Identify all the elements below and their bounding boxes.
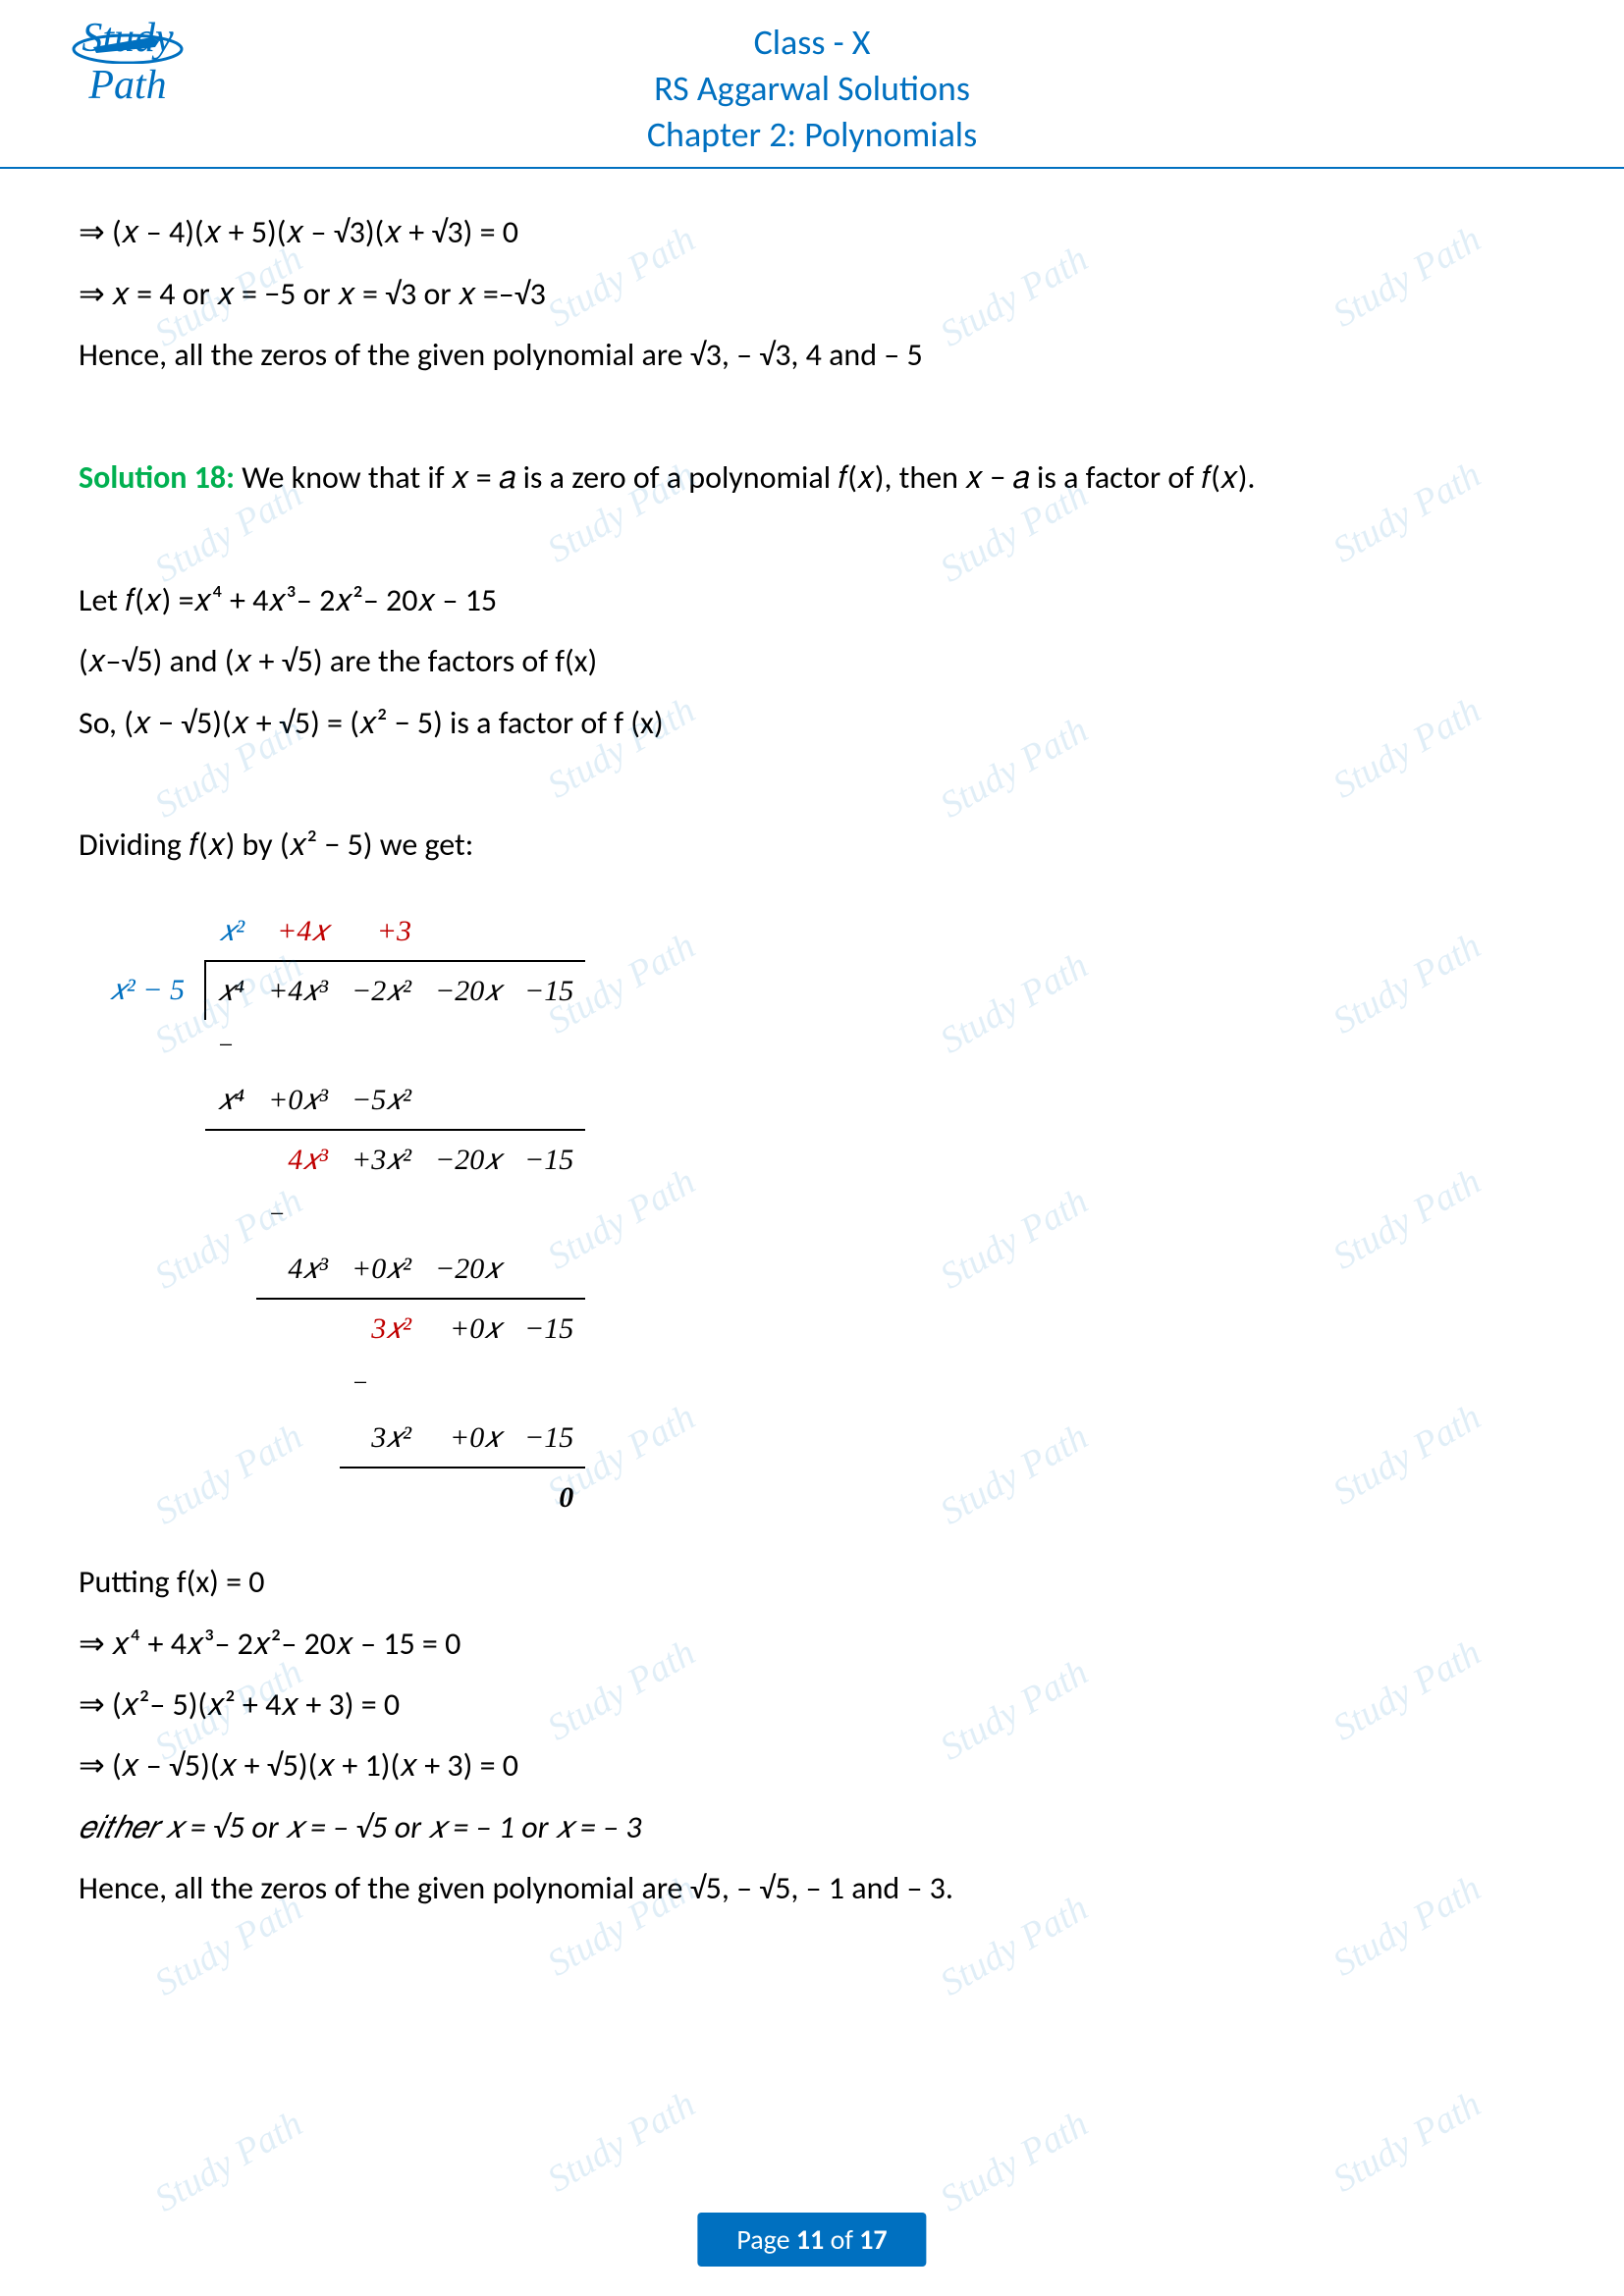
remainder: 0	[513, 1468, 585, 1526]
sub-term: 3𝑥²	[340, 1409, 423, 1468]
result-term: −15	[513, 1130, 585, 1189]
divisor: 𝑥² − 5	[98, 961, 205, 1020]
text-line: Hence, all the zeros of the given polyno…	[79, 329, 1545, 382]
of-label: of	[824, 2222, 859, 2257]
equation-line: ⇒ 𝑥⁴ + 4𝑥³– 2𝑥²– 20𝑥 – 15 = 0	[79, 1618, 1545, 1671]
dividend-term: +4𝑥³	[256, 961, 340, 1020]
result-term: −15	[513, 1299, 585, 1358]
equation-line: ⇒ 𝑥 = 4 or 𝑥 = −5 or 𝑥 = √3 or 𝑥 =–√3	[79, 268, 1545, 321]
result-term: −20𝑥	[423, 1130, 513, 1189]
book-title: RS Aggarwal Solutions	[0, 66, 1624, 112]
either-line: 𝑒𝑖𝑡ℎ𝑒𝑟 𝑥 = √5 or 𝑥 = – √5 or 𝑥 = – 1 or …	[79, 1801, 1545, 1854]
pencil-icon	[69, 20, 187, 64]
dividend-term: 𝑥⁴	[205, 961, 256, 1020]
result-term: 4𝑥³	[256, 1130, 340, 1189]
putting-line: Putting f(x) = 0	[79, 1556, 1545, 1609]
watermark: Study Path	[147, 2103, 310, 2221]
solution-label: Solution 18:	[79, 458, 235, 497]
dividend-term: −15	[513, 961, 585, 1020]
equation-line: ⇒ (𝑥 – 4)(𝑥 + 5)(𝑥 – √3)(𝑥 + √3) = 0	[79, 206, 1545, 259]
result-term: +3𝑥²	[340, 1130, 423, 1189]
sub-term: −20𝑥	[423, 1240, 513, 1299]
class-title: Class - X	[0, 20, 1624, 66]
page-header: Study Path Class - X RS Aggarwal Solutio…	[0, 0, 1624, 169]
logo: Study Path	[39, 15, 216, 103]
division-table: 𝑥² +4𝑥 +3 𝑥² − 5 𝑥⁴ +4𝑥³ −2𝑥² −20𝑥 −15 −…	[98, 902, 585, 1527]
sub-term: 𝑥⁴	[205, 1071, 256, 1130]
equation-line: ⇒ (𝑥 – √5)(𝑥 + √5)(𝑥 + 1)(𝑥 + 3) = 0	[79, 1739, 1545, 1792]
watermark: Study Path	[933, 2103, 1096, 2221]
quotient-term: +4𝑥	[256, 902, 340, 961]
watermark: Study Path	[540, 2083, 703, 2202]
hence-line: Hence, all the zeros of the given polyno…	[79, 1862, 1545, 1915]
dividend-term: −20𝑥	[423, 961, 513, 1020]
minus-sign: −	[256, 1189, 340, 1240]
sub-term: +0𝑥³	[256, 1071, 340, 1130]
total-pages: 17	[859, 2222, 887, 2257]
equation-line: ⇒ (𝑥²– 5)(𝑥² + 4𝑥 + 3) = 0	[79, 1679, 1545, 1732]
so-line: So, (𝑥 − √5)(𝑥 + √5) = (𝑥² − 5) is a fac…	[79, 697, 1545, 750]
dividend-term: −2𝑥²	[340, 961, 423, 1020]
sub-term: −15	[513, 1409, 585, 1468]
page-number: 11	[796, 2222, 824, 2257]
solution-block: Solution 18: We know that if 𝑥 = 𝑎 is a …	[79, 452, 1545, 505]
content-area: ⇒ (𝑥 – 4)(𝑥 + 5)(𝑥 – √3)(𝑥 + √3) = 0 ⇒ 𝑥…	[0, 169, 1624, 1915]
long-division: 𝑥² +4𝑥 +3 𝑥² − 5 𝑥⁴ +4𝑥³ −2𝑥² −20𝑥 −15 −…	[79, 892, 785, 1537]
minus-sign: −	[205, 1020, 256, 1071]
dividing-line: Dividing 𝑓(𝑥) by (𝑥² − 5) we get:	[79, 819, 1545, 872]
sub-term: 4𝑥³	[256, 1240, 340, 1299]
watermark: Study Path	[1326, 2083, 1489, 2202]
quotient-term: 𝑥²	[205, 902, 256, 961]
page-footer: Page 11 of 17	[697, 2213, 926, 2267]
sub-term: −5𝑥²	[340, 1071, 423, 1130]
let-line: Let 𝑓(𝑥) =𝑥⁴ + 4𝑥³– 2𝑥²– 20𝑥 – 15	[79, 574, 1545, 627]
factors-line: (𝑥–√5) and (𝑥 + √5) are the factors of f…	[79, 635, 1545, 688]
page-label: Page	[736, 2222, 795, 2257]
quotient-term: +3	[340, 902, 423, 961]
sub-term: +0𝑥	[423, 1409, 513, 1468]
sub-term: +0𝑥²	[340, 1240, 423, 1299]
result-term: 3𝑥²	[340, 1299, 423, 1358]
result-term: +0𝑥	[423, 1299, 513, 1358]
minus-sign: −	[340, 1358, 423, 1409]
chapter-title: Chapter 2: Polynomials	[0, 112, 1624, 158]
solution-text: We know that if 𝑥 = 𝑎 is a zero of a pol…	[235, 458, 1256, 497]
